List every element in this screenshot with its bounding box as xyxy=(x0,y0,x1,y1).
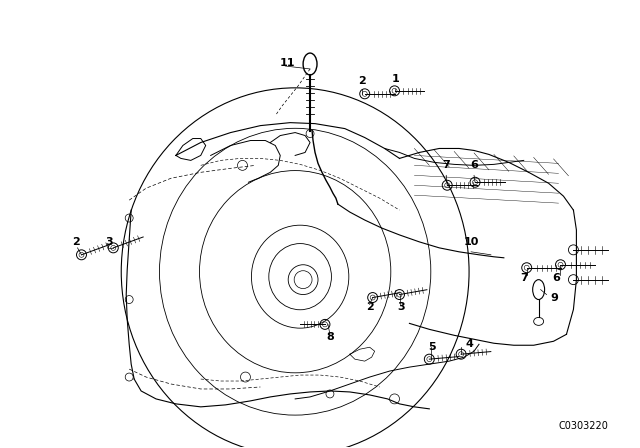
Text: 7: 7 xyxy=(520,273,527,283)
Text: 8: 8 xyxy=(326,332,334,342)
Text: 2: 2 xyxy=(72,237,79,247)
Text: 5: 5 xyxy=(429,342,436,352)
Text: 3: 3 xyxy=(397,302,405,312)
Text: 1: 1 xyxy=(392,74,399,84)
Text: 7: 7 xyxy=(442,160,450,170)
Text: 9: 9 xyxy=(550,293,559,302)
Text: 2: 2 xyxy=(358,76,365,86)
Text: C0303220: C0303220 xyxy=(558,421,608,431)
Text: 6: 6 xyxy=(470,160,478,170)
Text: 11: 11 xyxy=(280,58,295,68)
Text: 2: 2 xyxy=(366,302,374,312)
Text: 10: 10 xyxy=(463,237,479,247)
Text: 4: 4 xyxy=(465,339,473,349)
Text: 3: 3 xyxy=(106,237,113,247)
Text: 6: 6 xyxy=(552,273,561,283)
